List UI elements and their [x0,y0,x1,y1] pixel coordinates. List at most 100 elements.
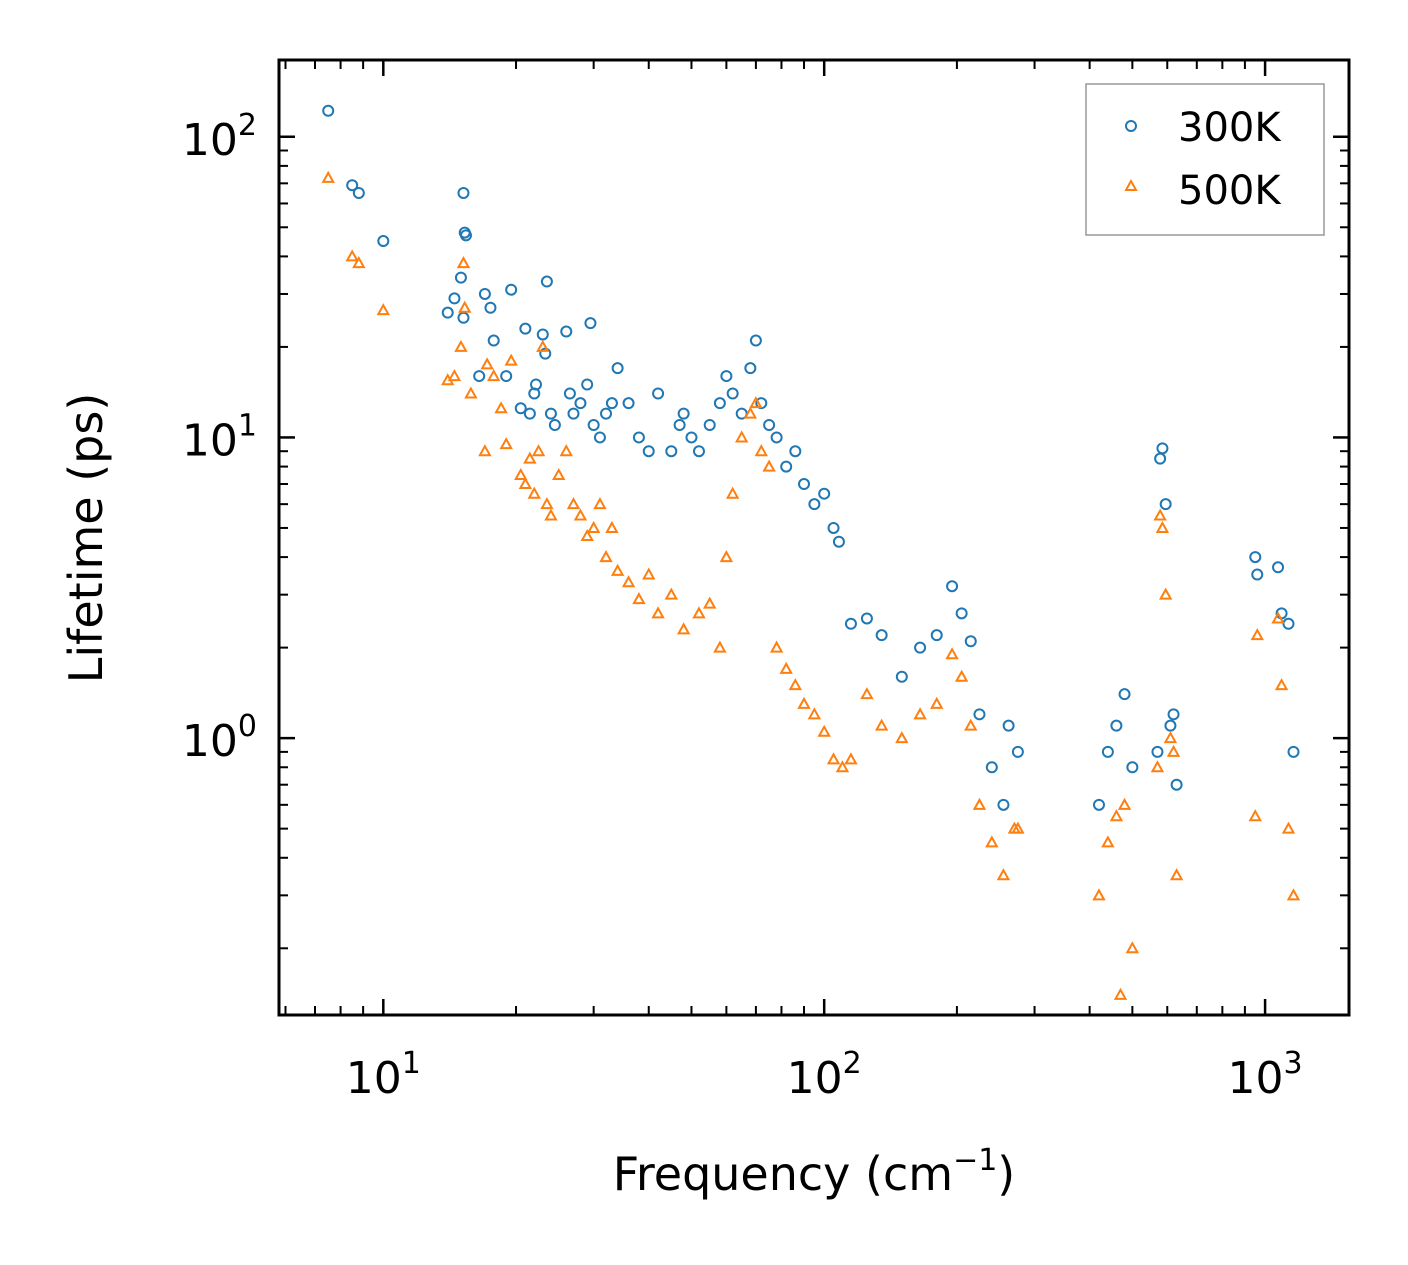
data-point-500k [945,647,959,660]
data-point-300k [377,235,390,248]
data-point-500k [826,752,841,765]
data-point-500k [754,444,768,457]
data-point-500k [531,444,546,457]
data-point-500k [593,497,607,510]
data-point-300k [500,370,513,383]
data-point-500k [1271,611,1285,624]
data-point-300k [720,370,733,383]
data-point-500k [454,339,468,352]
data-point-500k [788,678,803,691]
data-point-300k [665,445,678,458]
data-point-500k [456,256,471,269]
legend: 300K 500K [1085,83,1325,236]
data-point-300k [763,418,776,431]
points-layer [321,104,1301,1000]
data-point-500k [1163,731,1178,744]
data-point-500k [632,592,646,605]
data-point-300k [1101,745,1114,758]
data-point-300k [523,407,536,420]
data-point-300k [459,229,472,242]
data-point-500k [1101,835,1115,848]
data-point-300k [352,187,365,200]
data-point-500k [1113,987,1128,1000]
data-point-300k [1110,719,1123,732]
data-point-300k [798,478,811,491]
data-point-300k [1272,561,1285,574]
data-point-300k [832,535,845,548]
data-point-500k [1011,821,1025,834]
data-point-300k [1167,708,1180,721]
data-point-500k [536,339,550,352]
data-point-500k [797,696,811,709]
data-point-300k [563,387,576,400]
data-point-300k [1164,719,1177,732]
data-point-300k [895,670,908,683]
data-point-300k [985,761,998,774]
data-point-300k [584,317,597,330]
data-point-300k [827,521,840,534]
data-point-500k [573,508,588,521]
data-point-500k [321,170,335,183]
data-point-500k [586,520,601,533]
x-tick-label: 103 [1228,1046,1303,1104]
data-point-500k [651,606,665,619]
data-point-300k [560,325,573,338]
data-point-300k [713,397,726,410]
data-point-500k [514,467,528,481]
data-point-300k [1151,745,1164,758]
data-point-300k [1282,617,1295,630]
data-point-300k [808,498,821,511]
data-point-500k [762,459,776,472]
data-point-500k [713,640,727,653]
data-point-300k [622,397,635,410]
data-point-500k [769,640,784,653]
data-point-300k [611,362,624,375]
data-point-500k [527,486,541,499]
data-point-300k [632,431,645,444]
data-point-500k [478,444,492,457]
y-tick-label: 102 [182,108,257,166]
data-point-300k [574,397,587,410]
y-axis-label: Lifetime (ps) [59,393,113,684]
data-point-300k [519,322,532,335]
data-point-300k [539,347,552,360]
data-point-300k [914,641,927,654]
data-point-500k [494,401,508,414]
data-point-300k [677,407,690,420]
y-tick-label: 101 [182,408,257,466]
data-point-500k [642,567,656,580]
data-point-500k [464,386,478,399]
data-point-500k [1166,744,1181,757]
data-point-300k [1159,498,1172,511]
data-point-500k [580,528,594,542]
data-point-500k [835,760,850,773]
data-point-500k [817,724,831,737]
data-point-500k [447,369,462,382]
data-point-500k [1109,809,1124,822]
data-point-300k [692,445,705,458]
data-point-300k [487,334,500,347]
legend-marker-500k [1124,178,1138,191]
data-point-500k [559,444,573,457]
legend-marker-300k [1125,120,1137,132]
data-point-300k [875,629,888,642]
data-point-300k [593,431,606,444]
data-point-500k [1248,809,1262,822]
data-point-300k [1126,761,1139,774]
x-axis-label: Frequency (cm−1) [613,1143,1016,1201]
data-point-300k [973,708,986,721]
series-500k [321,170,1301,1000]
data-point-500k [807,707,822,720]
data-point-300k [530,378,543,391]
data-point-300k [581,378,594,391]
data-point-300k [789,445,802,458]
data-point-500k [930,696,944,709]
plot-frame [277,58,1351,1017]
data-point-500k [345,249,359,262]
data-point-500k [703,596,717,609]
data-point-300k [505,283,518,296]
data-point-300k [567,407,580,420]
data-point-500k [725,486,740,499]
data-point-300k [770,431,783,444]
data-point-300k [997,798,1010,811]
